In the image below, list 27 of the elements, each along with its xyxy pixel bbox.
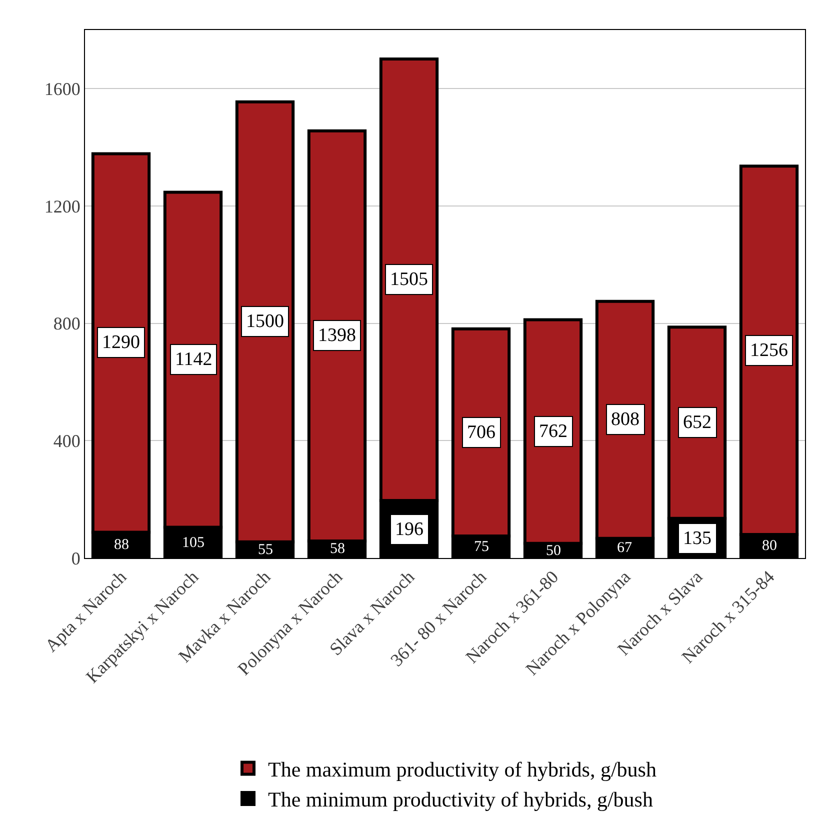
legend-label: The maximum productivity of hybrids, g/bush bbox=[268, 757, 657, 782]
data-label: 808 bbox=[611, 409, 640, 430]
data-label: 652 bbox=[683, 412, 712, 433]
data-label: 75 bbox=[474, 539, 489, 555]
data-label: 58 bbox=[330, 541, 345, 557]
data-label: 105 bbox=[182, 535, 204, 551]
data-label: 135 bbox=[683, 528, 712, 549]
data-label: 1500 bbox=[246, 311, 284, 332]
data-label: 706 bbox=[467, 422, 496, 443]
legend-label: The minimum productivity of hybrids, g/bush bbox=[268, 788, 654, 812]
y-tick-label: 800 bbox=[53, 314, 80, 334]
data-label: 1505 bbox=[390, 269, 428, 290]
y-tick-label: 1600 bbox=[44, 78, 80, 99]
data-label: 196 bbox=[395, 519, 424, 540]
y-tick-label: 1200 bbox=[44, 196, 80, 216]
data-label: 80 bbox=[762, 538, 777, 554]
data-label: 1256 bbox=[750, 340, 788, 361]
data-label: 50 bbox=[546, 543, 561, 559]
data-label: 88 bbox=[114, 537, 129, 553]
y-tick-label: 0 bbox=[71, 548, 80, 568]
data-label: 55 bbox=[258, 542, 273, 558]
y-tick-label: 400 bbox=[53, 430, 80, 451]
data-label: 1290 bbox=[102, 332, 140, 353]
data-label: 67 bbox=[617, 540, 632, 556]
data-label: 1142 bbox=[175, 349, 212, 370]
data-label: 1398 bbox=[318, 325, 356, 346]
data-label: 762 bbox=[539, 421, 568, 442]
